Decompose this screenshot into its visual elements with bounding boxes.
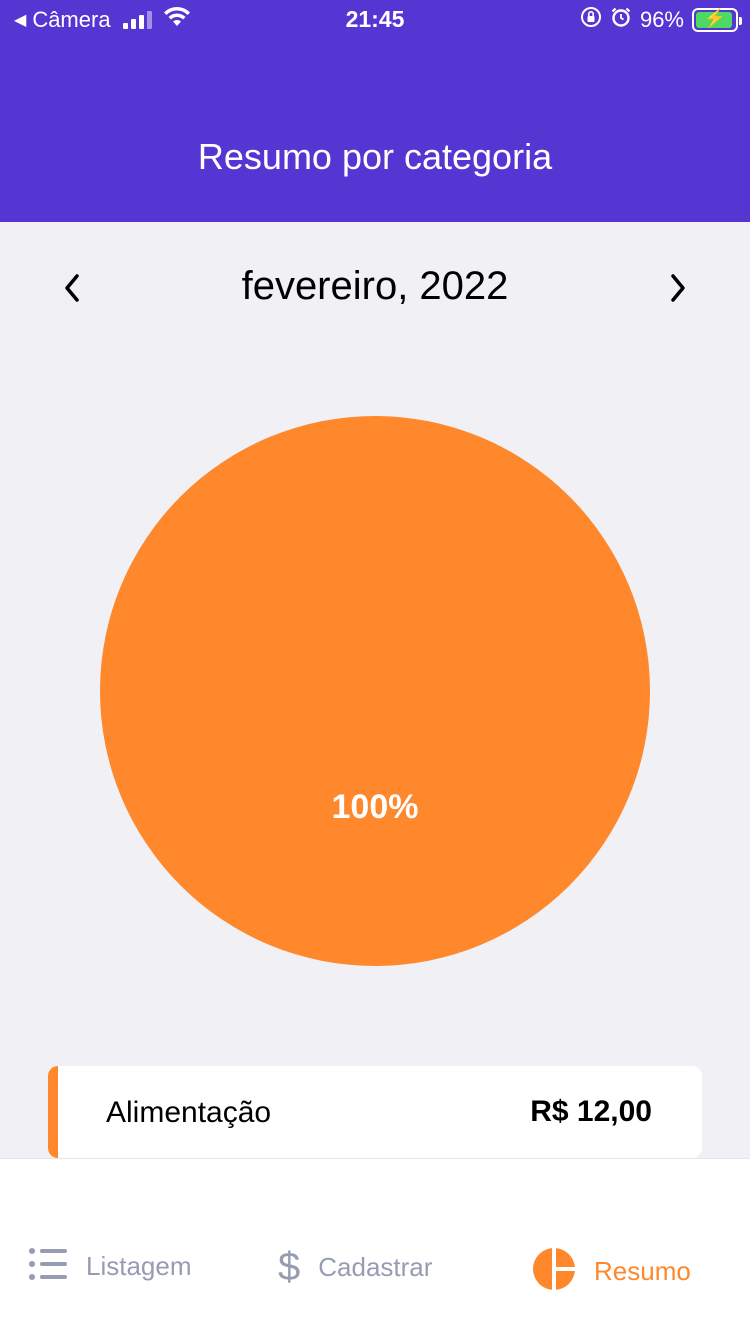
pie-slice-label: 100% bbox=[332, 788, 419, 826]
status-time: 21:45 bbox=[345, 6, 405, 32]
orientation-lock-icon bbox=[580, 6, 602, 34]
month-selector: fevereiro, 2022 bbox=[0, 258, 750, 318]
page-title: Resumo por categoria bbox=[197, 136, 553, 177]
status-bar: ◀ Câmera 21:45 bbox=[0, 0, 750, 42]
status-back-to-app[interactable]: ◀ Câmera bbox=[14, 6, 192, 34]
wifi-icon bbox=[162, 6, 192, 34]
category-amount: R$ 12,00 bbox=[530, 1095, 652, 1128]
tab-cadastrar-label: Cadastrar bbox=[318, 1251, 433, 1282]
back-arrow-icon: ◀ bbox=[14, 12, 27, 29]
status-back-app-label: Câmera bbox=[32, 7, 111, 32]
category-card: Alimentação R$ 12,00 bbox=[48, 1066, 702, 1158]
category-pie-chart: 100% bbox=[100, 416, 650, 966]
chevron-left-icon bbox=[65, 274, 79, 302]
tab-cadastrar[interactable]: $ Cadastrar bbox=[278, 1247, 432, 1287]
previous-month-button[interactable] bbox=[50, 266, 94, 310]
next-month-button[interactable] bbox=[656, 266, 700, 310]
chevron-right-icon bbox=[671, 274, 685, 302]
tab-listagem-label: Listagem bbox=[86, 1250, 192, 1281]
dollar-sign-icon: $ bbox=[278, 1245, 301, 1289]
pie-slice-alimentacao bbox=[100, 416, 650, 966]
selected-month: fevereiro, 2022 bbox=[241, 264, 509, 308]
status-right: 96% ⚡ bbox=[580, 6, 742, 34]
tab-resumo-label: Resumo bbox=[594, 1255, 691, 1286]
battery-icon: ⚡ bbox=[692, 8, 742, 32]
category-color-bar bbox=[48, 1066, 58, 1158]
category-name: Alimentação bbox=[106, 1096, 272, 1129]
alarm-icon bbox=[610, 6, 632, 34]
battery-percentage: 96% bbox=[639, 7, 684, 32]
tab-resumo[interactable]: Resumo bbox=[532, 1247, 691, 1295]
cellular-signal-icon bbox=[122, 11, 152, 29]
pie-chart-icon bbox=[532, 1247, 576, 1295]
tab-listagem[interactable]: Listagem bbox=[28, 1247, 192, 1285]
pie-chart-svg: 100% bbox=[100, 416, 650, 966]
tab-bar: Listagem $ Cadastrar Resumo bbox=[0, 1158, 750, 1334]
header: ◀ Câmera 21:45 bbox=[0, 0, 750, 222]
charging-bolt-icon: ⚡ bbox=[703, 8, 727, 28]
list-icon bbox=[28, 1247, 68, 1285]
